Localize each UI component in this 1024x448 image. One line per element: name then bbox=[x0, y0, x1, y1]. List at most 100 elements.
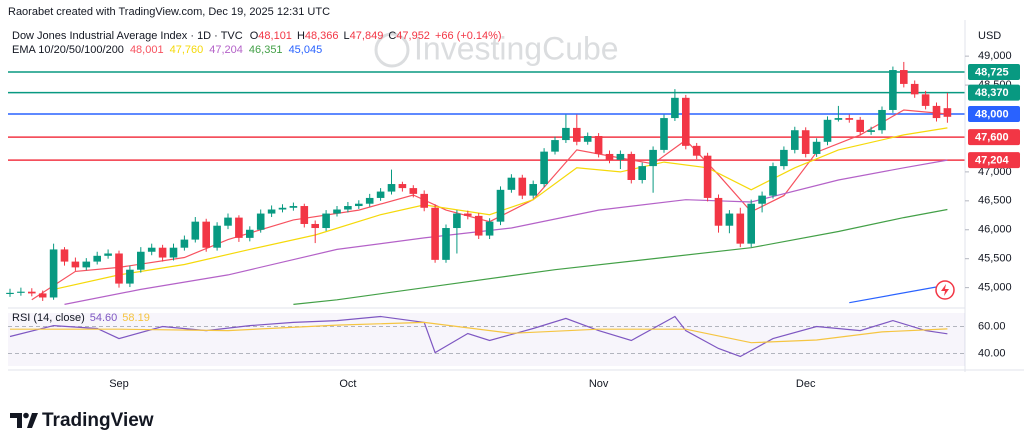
candle-body bbox=[671, 97, 679, 119]
candle-body bbox=[932, 105, 941, 119]
candle-body bbox=[49, 249, 58, 298]
brand-name: TradingView bbox=[42, 410, 154, 431]
candle-body bbox=[300, 206, 309, 224]
candle-body bbox=[638, 166, 646, 180]
candle-body bbox=[692, 145, 701, 156]
candle-body bbox=[551, 140, 559, 152]
candle-body bbox=[649, 149, 657, 167]
change: +66 (+0.14%) bbox=[435, 30, 502, 42]
y-tick-label: 45,500 bbox=[978, 253, 1012, 265]
candle-body bbox=[398, 184, 407, 189]
ema-line bbox=[64, 159, 948, 305]
candle-body bbox=[333, 209, 341, 214]
logo-dot bbox=[23, 412, 29, 419]
candle-body bbox=[616, 153, 625, 160]
candle-body bbox=[464, 213, 472, 216]
candle-body bbox=[780, 149, 788, 167]
candle-body bbox=[474, 215, 483, 236]
logo-mark bbox=[10, 413, 22, 428]
alert-bolt bbox=[941, 284, 949, 296]
candle-body bbox=[573, 127, 581, 142]
candle-body bbox=[93, 255, 101, 262]
candle-body bbox=[714, 197, 723, 226]
level-label: 48,000 bbox=[975, 108, 1009, 120]
x-tick-label: Dec bbox=[796, 378, 816, 390]
ohlc-value: 47,952 bbox=[396, 30, 430, 42]
ema-title: EMA 10/20/50/100/200 bbox=[12, 44, 124, 56]
candle-body bbox=[420, 193, 428, 208]
candle-body bbox=[60, 249, 69, 262]
y-tick-label: 46,000 bbox=[978, 224, 1012, 236]
ohlc-value: 48,101 bbox=[258, 30, 292, 42]
rsi-line bbox=[10, 321, 948, 344]
alert-icon bbox=[935, 280, 955, 300]
legend-ema: EMA 10/20/50/100/200 48,001 47,760 47,204 46… bbox=[12, 44, 322, 56]
rsi-pane: 60.00 40.00 RSI (14, close) 54.60 58.19 bbox=[8, 312, 1006, 366]
candle-body bbox=[769, 166, 777, 196]
candle-body bbox=[507, 177, 516, 190]
candle-body bbox=[191, 221, 200, 240]
candle-body bbox=[147, 247, 156, 252]
logo-mark bbox=[27, 413, 38, 428]
x-tick-label: Oct bbox=[339, 378, 356, 390]
ohlc-value: 48,366 bbox=[305, 30, 339, 42]
candle-body bbox=[823, 119, 832, 142]
candle-body bbox=[289, 206, 298, 208]
candle-body bbox=[202, 221, 210, 248]
candle-body bbox=[682, 97, 690, 146]
ema-value: 48,001 bbox=[130, 44, 164, 56]
candle-body bbox=[365, 197, 374, 204]
candle-body bbox=[38, 293, 47, 298]
ema-value: 47,760 bbox=[170, 44, 204, 56]
candle-body bbox=[104, 253, 112, 256]
ohlc-key: L bbox=[344, 30, 350, 42]
axis bbox=[8, 20, 1024, 372]
candle-body bbox=[627, 153, 636, 180]
candle-body bbox=[812, 141, 821, 154]
candle-body bbox=[311, 223, 319, 229]
y-tick-label: 46,500 bbox=[978, 195, 1012, 207]
candle-body bbox=[758, 195, 766, 204]
candle-body bbox=[71, 261, 80, 268]
level-label-box bbox=[968, 64, 1020, 81]
ohlc-value: 47,849 bbox=[350, 30, 384, 42]
candle-body bbox=[28, 291, 36, 294]
candle-body bbox=[943, 108, 952, 117]
x-tick-label: Sep bbox=[109, 378, 129, 390]
candle-body bbox=[791, 130, 799, 150]
rsi-tick-label: 40.00 bbox=[978, 347, 1006, 359]
rsi-tick-label: 60.00 bbox=[978, 320, 1006, 332]
candle-body bbox=[137, 251, 145, 270]
candle-body bbox=[17, 291, 25, 293]
candle-body bbox=[409, 188, 418, 194]
ohlc-key: O bbox=[250, 30, 259, 42]
ema-line bbox=[293, 208, 948, 305]
candle-body bbox=[529, 184, 537, 196]
candle-body bbox=[605, 153, 614, 160]
ema-value: 46,351 bbox=[249, 44, 283, 56]
candle-body bbox=[910, 83, 919, 95]
rsi-title: RSI (14, close) bbox=[12, 312, 85, 324]
candle-body bbox=[834, 118, 843, 120]
candle-body bbox=[594, 136, 603, 154]
candle-body bbox=[213, 225, 221, 248]
ohlc-key: C bbox=[388, 30, 396, 42]
x-tick-label: Nov bbox=[589, 378, 609, 390]
candle-body bbox=[736, 213, 745, 244]
watermark: InvestingCube bbox=[374, 30, 619, 68]
level-label: 47,600 bbox=[975, 132, 1009, 144]
candle-body bbox=[856, 119, 864, 132]
ohlc-key: H bbox=[297, 30, 305, 42]
candle-body bbox=[703, 155, 712, 198]
y-tick-label: 45,000 bbox=[978, 282, 1012, 294]
watermark-text: InvestingCube bbox=[414, 30, 619, 66]
candle-body bbox=[518, 177, 527, 196]
candle-body bbox=[344, 206, 352, 210]
level-label-box bbox=[968, 106, 1020, 123]
rsi-line bbox=[9, 315, 948, 358]
candle-body bbox=[180, 239, 189, 248]
y-tick-label: 47,000 bbox=[978, 166, 1012, 178]
level-label: 48,370 bbox=[975, 87, 1009, 99]
candle-body bbox=[126, 269, 134, 284]
